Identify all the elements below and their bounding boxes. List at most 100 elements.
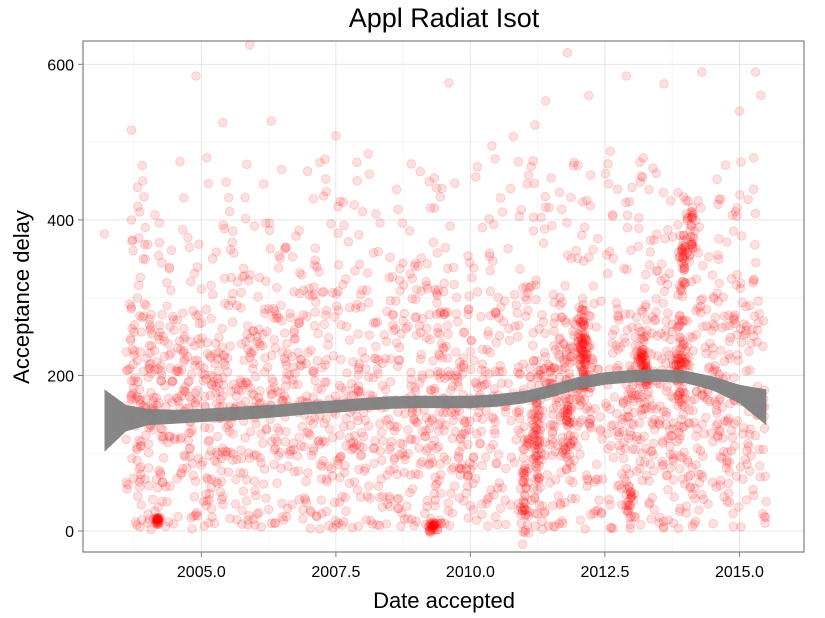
data-point [527,495,537,506]
data-point [146,368,156,379]
data-point [618,453,629,464]
data-point [577,197,588,207]
data-point [529,178,540,189]
data-point [384,491,395,502]
data-point [429,203,440,213]
data-point [335,452,346,462]
data-point [661,316,671,326]
data-point [126,394,136,404]
data-point [156,360,166,371]
data-point [627,444,638,454]
data-point [488,413,499,424]
data-point [548,521,559,531]
data-point [150,506,160,517]
data-point [144,340,155,351]
data-point [460,425,471,436]
data-point [430,285,440,295]
data-point [520,525,531,535]
data-point [657,461,667,471]
data-point [207,380,217,390]
data-point [621,71,632,81]
data-point [190,356,200,366]
data-point [136,469,146,480]
data-point [485,443,496,454]
data-point [713,254,724,265]
data-point [336,451,346,462]
data-point [668,518,679,529]
data-point [143,447,154,458]
data-point [180,387,191,397]
data-point [657,436,668,446]
data-point [417,426,428,437]
data-point [431,479,442,489]
data-point [206,370,216,381]
data-point [648,419,658,430]
data-point [364,481,374,492]
data-point [385,420,395,431]
data-point [681,354,692,364]
data-point [708,319,718,329]
data-point [341,274,351,284]
data-point [539,363,550,374]
data-point [187,524,197,534]
data-point [676,357,686,367]
data-point [688,405,698,416]
data-point [633,351,643,361]
data-point [388,325,399,336]
data-point [186,336,196,347]
data-point [195,338,206,349]
data-point [503,243,513,254]
data-point [376,427,387,438]
data-point [663,433,673,444]
data-point [280,436,291,447]
data-point [223,467,234,477]
data-point [567,352,577,362]
data-point [510,321,520,332]
data-point [143,509,153,520]
data-point [585,406,596,417]
data-point [363,372,374,382]
data-point [430,495,441,506]
data-point [668,359,679,369]
data-point [554,342,565,352]
data-point [255,340,266,351]
data-point [217,342,228,352]
data-point [590,403,600,414]
data-point [530,521,541,531]
data-point [608,420,619,430]
data-point [139,192,149,202]
data-point [636,352,647,363]
data-point [732,416,743,426]
data-point [373,246,384,257]
data-point [712,288,722,298]
x-tick-label: 2012.5 [580,564,629,581]
data-point [537,412,547,423]
data-point [180,354,190,365]
data-point [534,410,544,420]
data-point [545,365,556,376]
data-point [179,323,189,334]
data-point [712,408,722,419]
data-point [677,393,688,404]
data-point [349,443,359,454]
data-point [579,394,590,405]
data-point [132,293,143,303]
data-point [517,505,528,516]
data-point [174,336,185,346]
data-point [153,331,163,341]
data-point [362,285,372,296]
data-point [675,332,685,343]
data-point [421,276,431,287]
data-point [577,304,588,315]
data-point [440,518,450,529]
data-point [583,475,593,486]
data-point [529,492,540,503]
data-point [467,272,477,283]
data-point [620,337,631,348]
data-point [128,245,138,256]
data-point [658,298,669,308]
data-point [390,324,401,334]
data-point [558,355,569,365]
data-point [565,417,576,428]
points [99,40,771,550]
